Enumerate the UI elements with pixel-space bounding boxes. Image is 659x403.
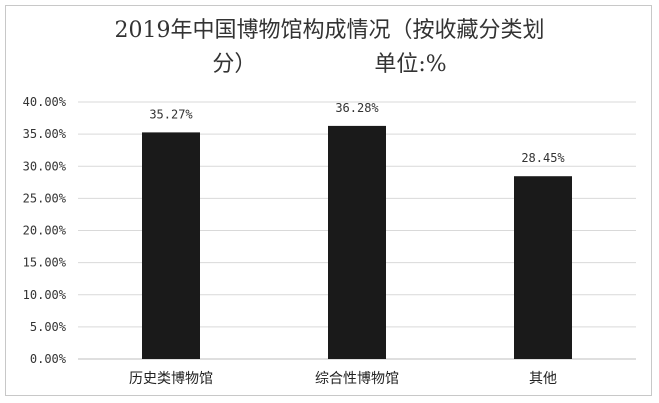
- chart-title: 2019年中国博物馆构成情况（按收藏分类划 分） 单位:%: [0, 14, 659, 82]
- chart-title-line1: 2019年中国博物馆构成情况（按收藏分类划: [114, 18, 545, 43]
- y-tick-label: 40.00%: [23, 95, 67, 109]
- x-category-label: 其他: [529, 371, 557, 387]
- data-label: 28.45%: [521, 151, 565, 165]
- data-label: 36.28%: [335, 101, 379, 115]
- chart-title-line2-row: 分） 单位:%: [0, 48, 659, 82]
- unit-label: 单位:%: [374, 52, 447, 77]
- y-tick-label: 30.00%: [23, 159, 67, 173]
- y-tick-label: 10.00%: [23, 288, 67, 302]
- y-tick-label: 0.00%: [30, 352, 67, 366]
- bar: [514, 176, 572, 359]
- y-tick-label: 20.00%: [23, 224, 67, 238]
- chart-title-line2: 分）: [212, 52, 257, 77]
- x-category-label: 历史类博物馆: [129, 370, 213, 387]
- y-tick-label: 35.00%: [23, 127, 67, 141]
- bar: [328, 125, 386, 359]
- y-tick-label: 15.00%: [23, 256, 67, 270]
- data-label: 35.27%: [149, 107, 193, 121]
- x-category-label: 综合性博物馆: [315, 370, 399, 387]
- y-tick-label: 25.00%: [23, 191, 67, 205]
- bar: [142, 132, 200, 359]
- y-tick-label: 5.00%: [30, 320, 67, 334]
